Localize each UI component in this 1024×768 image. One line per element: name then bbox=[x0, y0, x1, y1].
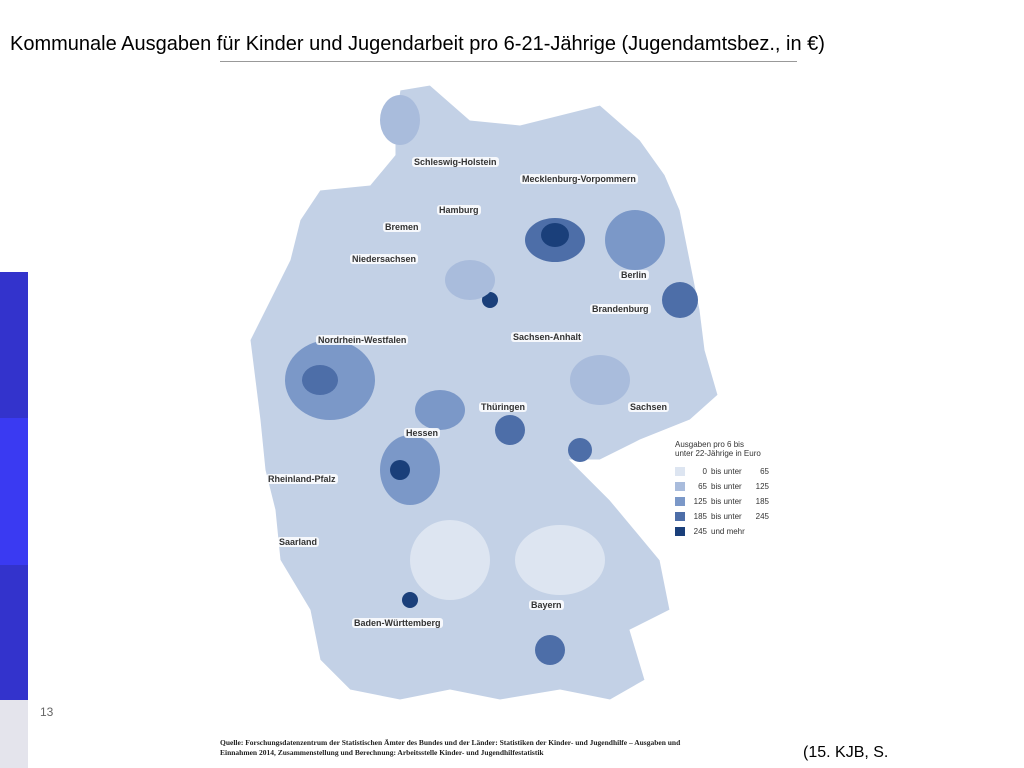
citation: (15. KJB, S. bbox=[803, 744, 889, 761]
legend-connector: bis unter bbox=[711, 512, 742, 521]
source: Quelle: Forschungsdatenzentrum der Stati… bbox=[220, 738, 800, 758]
source-line: Einnahmen 2014, Zusammenstellung und Ber… bbox=[220, 748, 544, 757]
side-bar bbox=[0, 565, 28, 700]
legend-row: 125 bis unter 185 bbox=[675, 494, 785, 509]
region-label: Saarland bbox=[277, 537, 320, 547]
side-bar bbox=[0, 700, 28, 768]
page-number: 13 bbox=[40, 705, 54, 719]
legend-row: 0 bis unter 65 bbox=[675, 464, 785, 479]
region-label: Brandenburg bbox=[590, 304, 651, 314]
source-box bbox=[215, 704, 815, 768]
region-label: Mecklenburg-Vorpommern bbox=[520, 174, 638, 184]
region-label: Sachsen bbox=[628, 402, 670, 412]
title-rule bbox=[220, 61, 797, 62]
legend-swatch bbox=[675, 512, 685, 521]
legend-to: 245 bbox=[755, 512, 769, 521]
legend-connector: bis unter bbox=[711, 482, 742, 491]
region-label: Thüringen bbox=[479, 402, 527, 412]
legend-connector: bis unter bbox=[711, 497, 742, 506]
legend-row: 185 bis unter 245 bbox=[675, 509, 785, 524]
legend-from: 185 bbox=[693, 512, 707, 521]
legend-swatch bbox=[675, 497, 685, 506]
legend-title: Ausgaben pro 6 bis bbox=[675, 440, 744, 449]
legend-from: 125 bbox=[693, 497, 707, 506]
region-label: Hamburg bbox=[437, 205, 481, 215]
legend-to: 125 bbox=[755, 482, 769, 491]
region-label: Nordrhein-Westfalen bbox=[316, 335, 409, 345]
legend-connector: und mehr bbox=[711, 527, 745, 536]
region-label: Berlin bbox=[619, 270, 649, 280]
district-patches bbox=[285, 95, 698, 665]
source-line: Quelle: Forschungsdatenzentrum der Stati… bbox=[220, 738, 681, 747]
legend-swatch bbox=[675, 482, 685, 491]
side-bar bbox=[0, 272, 28, 418]
legend-from: 0 bbox=[702, 467, 707, 476]
legend: Ausgaben pro 6 bis unter 22-Jährige in E… bbox=[675, 440, 785, 539]
legend-connector: bis unter bbox=[711, 467, 742, 476]
region-label: Hessen bbox=[404, 428, 441, 438]
region-label: Schleswig-Holstein bbox=[412, 157, 499, 167]
region-label: Rheinland-Pfalz bbox=[266, 474, 338, 484]
map bbox=[249, 84, 719, 701]
region-label: Niedersachsen bbox=[350, 254, 419, 264]
legend-from: 245 bbox=[693, 527, 707, 536]
region-label: Bayern bbox=[529, 600, 564, 610]
legend-row: 245 und mehr bbox=[675, 524, 785, 539]
side-bar bbox=[0, 418, 28, 565]
legend-swatch bbox=[675, 467, 685, 476]
legend-row: 65 bis unter 125 bbox=[675, 479, 785, 494]
legend-from: 65 bbox=[698, 482, 707, 491]
legend-to: 185 bbox=[755, 497, 769, 506]
title: Kommunale Ausgaben für Kinder und Jugend… bbox=[10, 33, 825, 55]
legend-title: unter 22-Jährige in Euro bbox=[675, 449, 761, 458]
legend-to: 65 bbox=[760, 467, 769, 476]
region-label: Sachsen-Anhalt bbox=[511, 332, 584, 342]
region-label: Baden-Württemberg bbox=[352, 618, 443, 628]
region-label: Bremen bbox=[383, 222, 421, 232]
legend-swatch bbox=[675, 527, 685, 536]
